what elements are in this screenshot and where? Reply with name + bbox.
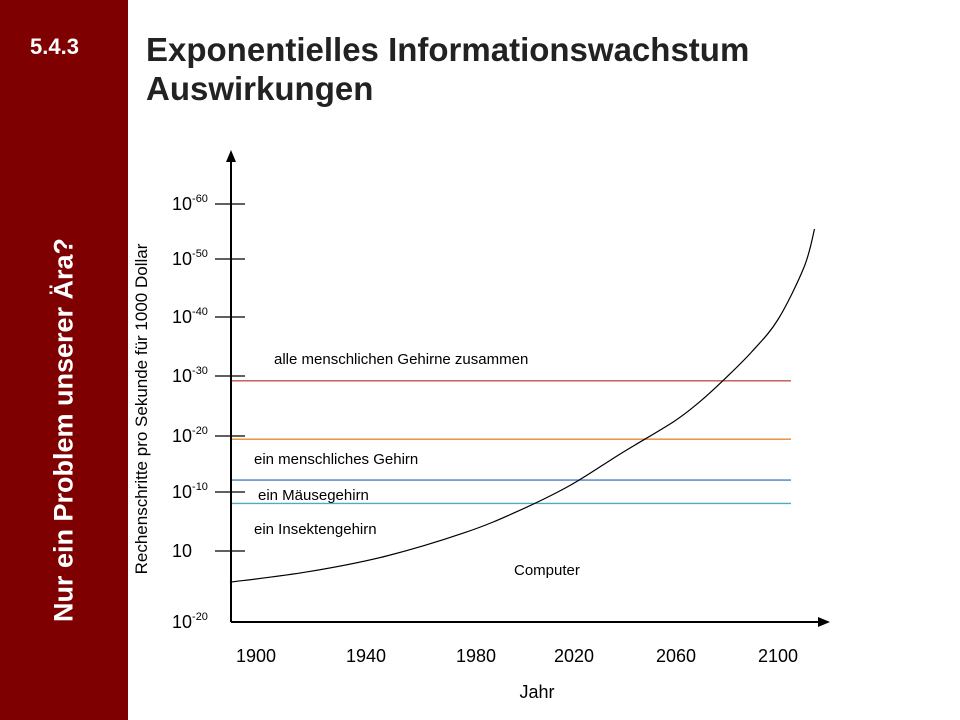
reference-lines	[231, 380, 791, 505]
x-tick-label: 1980	[456, 646, 496, 666]
series-group	[229, 228, 816, 583]
slide-title-line1: Exponentielles Informationswachstum	[146, 31, 750, 68]
x-tick-label: 2060	[656, 646, 696, 666]
y-tick-label: 10	[172, 541, 192, 561]
series-line-computer	[229, 228, 816, 583]
series-label: Computer	[514, 562, 580, 579]
y-tick-label: 10-20	[172, 425, 208, 446]
x-tick-label: 1900	[236, 646, 276, 666]
axes	[226, 150, 830, 627]
y-tick-label: 10-20	[172, 611, 208, 632]
reference-line-label: ein menschliches Gehirn	[254, 451, 418, 468]
y-tick-label: 10-40	[172, 306, 208, 327]
y-tick-label: 10-50	[172, 248, 208, 269]
x-tick-label: 2100	[758, 646, 798, 666]
x-axis-arrow	[818, 617, 830, 627]
reference-line-label: ein Mäusegehirn	[258, 487, 369, 504]
section-number: 5.4.3	[30, 34, 79, 59]
x-axis-title: Jahr	[519, 682, 554, 702]
x-tick-label: 2020	[554, 646, 594, 666]
y-tick-group: 10-20 10 10-10 10-20 10-30 10-40 10-50 10-60	[172, 193, 245, 632]
slide-title: Exponentielles Informationswachstum Ausw…	[146, 30, 749, 108]
reference-line-label: ein Insektengehirn	[254, 521, 377, 538]
x-tick-label: 1940	[346, 646, 386, 666]
label-group: alle menschlichen Gehirne zusammen ein me…	[132, 243, 580, 702]
y-tick-label: 10-60	[172, 193, 208, 214]
y-tick-label: 10-30	[172, 365, 208, 386]
reference-line-label: alle menschlichen Gehirne zusammen	[274, 351, 528, 368]
slide-title-line2: Auswirkungen	[146, 70, 374, 107]
x-tick-group: 1900 1940 1980 2020 2060 2100	[236, 646, 798, 666]
y-axis-arrow	[226, 150, 236, 162]
y-axis-title: Rechenschritte pro Sekunde für 1000 Doll…	[132, 243, 151, 574]
y-tick-label: 10-10	[172, 481, 208, 502]
sidebar: 5.4.3 Nur ein Problem unserer Ära?	[0, 0, 128, 720]
